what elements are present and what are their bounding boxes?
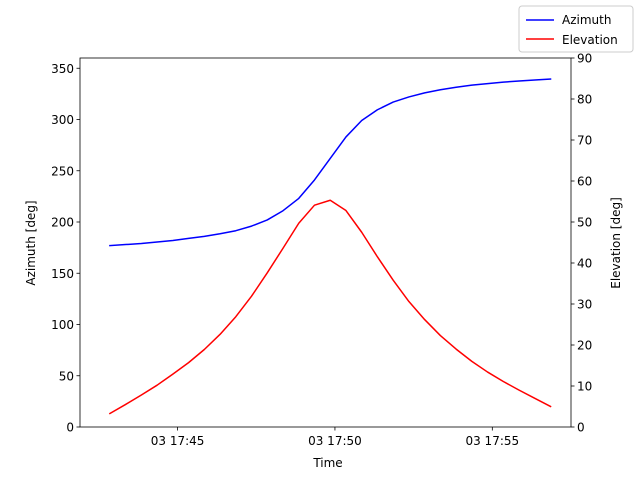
left-y-tick-label: 200 — [51, 216, 74, 230]
legend-box — [518, 5, 634, 53]
right-y-tick-label: 50 — [577, 216, 592, 230]
left-y-axis-label: Azimuth [deg] — [24, 200, 38, 285]
axes-frame — [79, 57, 572, 428]
left-y-tick-label: 250 — [51, 164, 74, 178]
left-y-ticks: 0 50 100 150 200 250 300 350 — [51, 62, 80, 435]
right-y-tick-label: 60 — [577, 175, 592, 189]
series-line-azimuth — [109, 78, 552, 247]
series-line-elevation — [108, 199, 552, 415]
legend: Azimuth Elevation — [518, 5, 634, 53]
right-y-tick-label: 80 — [577, 93, 592, 107]
left-y-tick-label: 300 — [51, 113, 74, 127]
legend-label-azimuth: Azimuth — [562, 13, 611, 27]
right-y-axis-label: Elevation [deg] — [609, 197, 623, 289]
right-y-tick-label: 30 — [577, 298, 592, 312]
left-y-tick-label: 100 — [51, 318, 74, 332]
right-y-tick-label: 90 — [577, 52, 592, 66]
right-y-tick-label: 70 — [577, 134, 592, 148]
right-y-tick-label: 0 — [577, 421, 585, 435]
x-axis-label: Time — [312, 456, 342, 470]
left-y-tick-label: 150 — [51, 267, 74, 281]
right-y-ticks: 0 10 20 30 40 50 60 70 80 90 — [571, 52, 592, 435]
x-tick-label: 03 17:45 — [151, 434, 205, 448]
right-y-tick-label: 20 — [577, 339, 592, 353]
x-tick-label: 03 17:50 — [308, 434, 362, 448]
axes-layer — [79, 57, 572, 428]
x-ticks: 03 17:45 03 17:50 03 17:55 — [151, 427, 519, 448]
right-y-tick-label: 10 — [577, 380, 592, 394]
left-y-tick-label: 350 — [51, 62, 74, 76]
left-y-tick-label: 0 — [66, 421, 74, 435]
series-layer — [108, 78, 552, 415]
left-y-tick-label: 50 — [59, 369, 74, 383]
right-y-tick-label: 40 — [577, 257, 592, 271]
x-tick-label: 03 17:55 — [465, 434, 519, 448]
legend-label-elevation: Elevation — [562, 33, 618, 47]
